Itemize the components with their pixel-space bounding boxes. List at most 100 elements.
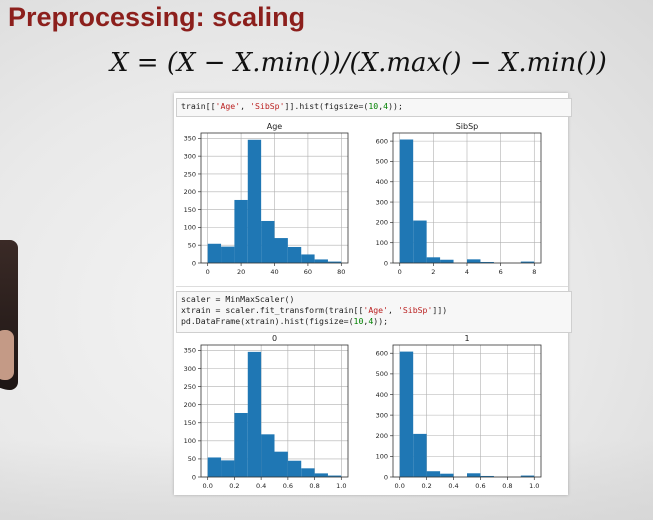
histogram-bar	[234, 412, 248, 477]
code-text: ,	[363, 316, 369, 326]
y-tick-label: 300	[184, 152, 196, 160]
y-tick-label: 200	[184, 401, 196, 409]
x-tick-label: 8	[532, 268, 536, 276]
y-tick-label: 200	[376, 432, 388, 440]
x-tick-label: 0	[206, 268, 210, 276]
code-cell-scaler[interactable]: scaler = MinMaxScaler() xtrain = scaler.…	[176, 291, 572, 333]
code-string: 'SibSp'	[250, 101, 285, 111]
x-tick-label: 1.0	[529, 482, 539, 490]
x-tick-label: 1.0	[336, 482, 346, 490]
x-tick-label: 40	[270, 268, 278, 276]
x-tick-label: 60	[304, 268, 312, 276]
histogram-bar	[314, 259, 328, 263]
code-number: 4	[383, 101, 389, 111]
histogram-bar	[426, 257, 441, 263]
y-tick-label: 300	[376, 411, 388, 419]
code-text: ));	[373, 316, 389, 326]
y-tick-label: 350	[184, 135, 196, 143]
code-string: 'Age'	[215, 101, 241, 111]
y-tick-label: 300	[376, 198, 388, 206]
histogram-bar	[327, 475, 342, 477]
x-tick-label: 0.8	[309, 482, 319, 490]
histogram-bar	[274, 451, 288, 477]
code-text: pd.DataFrame(xtrain).hist(figsize=(	[181, 316, 354, 326]
y-tick-label: 500	[376, 158, 388, 166]
histogram-bar	[480, 475, 494, 477]
y-tick-label: 50	[188, 455, 196, 463]
code-text: xtrain = scaler.fit_transform(train[[	[181, 305, 364, 315]
histogram-bar	[207, 243, 222, 263]
x-tick-label: 4	[465, 268, 469, 276]
y-tick-label: 400	[376, 391, 388, 399]
x-tick-label: 0.6	[475, 482, 485, 490]
y-tick-label: 0	[384, 473, 388, 481]
y-tick-label: 500	[376, 370, 388, 378]
histogram-bar	[327, 261, 342, 263]
y-tick-label: 400	[376, 178, 388, 186]
histogram-bar	[247, 139, 262, 263]
code-text: ]])	[432, 305, 448, 315]
histogram-bar	[261, 220, 275, 263]
histogram-bar	[301, 254, 315, 263]
histogram-bar	[399, 139, 414, 263]
chart-title: 0	[272, 334, 277, 343]
x-tick-label: 0.4	[256, 482, 266, 490]
x-tick-label: 0.0	[203, 482, 213, 490]
code-cell-hist[interactable]: train[['Age', 'SibSp']].hist(figsize=(10…	[176, 98, 572, 117]
histogram-bar	[274, 238, 288, 263]
code-line: scaler = MinMaxScaler()	[181, 294, 295, 304]
y-tick-label: 200	[184, 188, 196, 196]
code-text: ]].hist(figsize=(	[284, 101, 369, 111]
x-tick-label: 0.2	[421, 482, 431, 490]
histogram-bar	[221, 246, 235, 263]
histogram-bar	[467, 259, 481, 263]
x-tick-label: 0	[398, 268, 402, 276]
histogram-bar	[520, 261, 535, 263]
y-tick-label: 0	[192, 473, 196, 481]
scaling-formula: X = (X − X.min())/(X.max() − X.min())	[110, 48, 607, 78]
histogram-bar	[467, 473, 481, 477]
plot-frame	[392, 344, 542, 478]
x-tick-label: 2	[431, 268, 435, 276]
histogram-bar	[301, 468, 315, 477]
y-tick-label: 0	[384, 259, 388, 267]
code-number: 10	[353, 316, 364, 326]
y-tick-label: 0	[192, 259, 196, 267]
histogram-bar	[413, 433, 427, 477]
chart-title: Age	[267, 122, 283, 131]
histogram-bar	[440, 259, 454, 263]
x-tick-label: 0.4	[448, 482, 458, 490]
histogram-bar	[247, 351, 262, 477]
code-number: 10	[368, 101, 379, 111]
y-tick-label: 150	[184, 419, 196, 427]
x-tick-label: 6	[499, 268, 503, 276]
histogram-bar	[413, 220, 427, 263]
code-text: ,	[388, 305, 398, 315]
histogram-bar	[287, 460, 302, 477]
histogram-bar	[480, 261, 494, 263]
histogram-bar	[399, 351, 414, 477]
histogram-bar	[234, 199, 248, 263]
histogram-bar	[221, 460, 235, 477]
histogram-bar	[440, 473, 454, 477]
y-tick-label: 100	[184, 224, 196, 232]
cell-divider	[176, 286, 568, 287]
slide-title: Preprocessing: scaling	[8, 2, 306, 32]
x-tick-label: 0.8	[502, 482, 512, 490]
y-tick-label: 250	[184, 170, 196, 178]
y-tick-label: 150	[184, 206, 196, 214]
histogram-bar	[314, 473, 328, 477]
y-tick-label: 100	[184, 437, 196, 445]
y-tick-label: 200	[376, 219, 388, 227]
y-tick-label: 600	[376, 137, 388, 145]
histogram-bar	[287, 246, 302, 263]
presenter-hand	[0, 330, 14, 380]
y-tick-label: 50	[188, 241, 196, 249]
code-text: ,	[378, 101, 384, 111]
histogram-bar	[261, 434, 275, 477]
y-tick-label: 250	[184, 383, 196, 391]
x-tick-label: 0.2	[229, 482, 239, 490]
chart-title: 1	[464, 334, 469, 343]
x-tick-label: 20	[237, 268, 245, 276]
